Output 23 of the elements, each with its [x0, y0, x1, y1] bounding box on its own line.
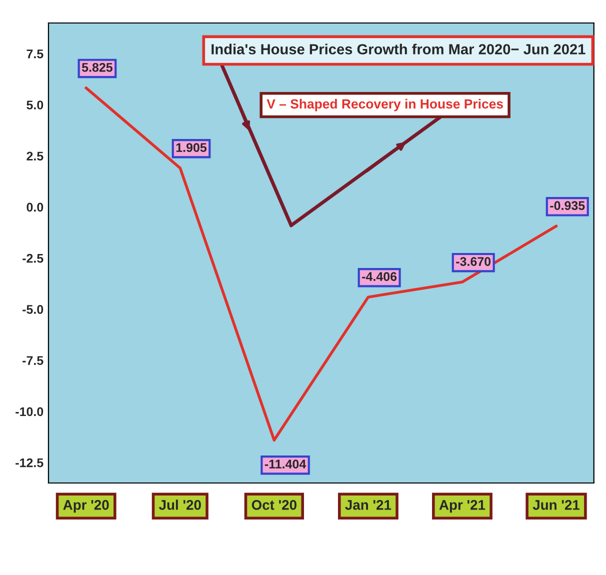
text: -4.406	[362, 272, 397, 281]
y-tick-label: -12.5	[16, 458, 44, 468]
x-tick-label: Jul '20	[159, 500, 201, 510]
text: -0.935	[550, 201, 585, 210]
x-tick-label: Jan '21	[345, 500, 392, 510]
y-tick-label: 0.0	[26, 202, 44, 212]
y-tick-label: -2.5	[22, 254, 44, 263]
x-tick-label: Oct '20	[252, 500, 296, 510]
text: 5.825	[82, 62, 112, 72]
x-tick-label: Apr '20	[63, 500, 109, 513]
y-tick-label: -10.0	[16, 407, 44, 416]
y-tick-label: 7.5	[26, 50, 44, 58]
text: 1.905	[176, 143, 207, 152]
y-tick-label: -7.5	[22, 356, 44, 365]
x-tick-label: Jun '21	[532, 500, 580, 510]
text: India's House Prices Growth from Mar 2020− Jun 2021	[212, 44, 586, 54]
annotation: V – Shaped Recovery in House Prices	[266, 98, 503, 112]
text: -3.670	[456, 257, 491, 266]
y-tick-label: 2.5	[26, 152, 44, 161]
x-tick-label: Apr '21	[439, 500, 486, 513]
y-tick-label: -5.0	[22, 305, 44, 314]
text: -11.404	[264, 460, 306, 469]
y-tick-label: 5.0	[26, 100, 44, 110]
